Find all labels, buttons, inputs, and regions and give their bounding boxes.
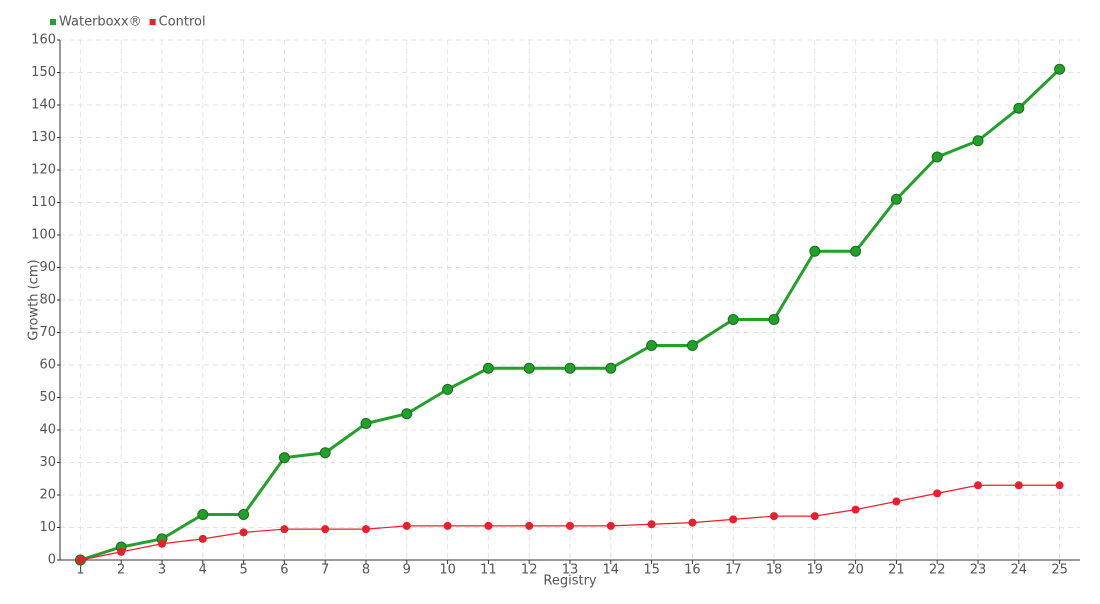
- data-point: [688, 518, 697, 527]
- x-tick-label: 12: [521, 563, 538, 578]
- y-tick-label: 70: [39, 325, 56, 340]
- data-point: [605, 362, 617, 374]
- data-point: [442, 383, 454, 395]
- y-tick-label: 80: [39, 293, 56, 308]
- y-tick-label: 40: [39, 423, 56, 438]
- data-point: [727, 314, 739, 325]
- y-tick-label: 20: [39, 488, 56, 503]
- data-point: [1014, 481, 1023, 490]
- x-tick-label: 16: [684, 563, 701, 578]
- x-tick-label: 24: [1011, 563, 1028, 578]
- data-point: [931, 151, 943, 163]
- data-point: [280, 525, 289, 534]
- data-point: [810, 512, 819, 521]
- x-tick-label: 7: [321, 563, 329, 578]
- data-point: [933, 489, 942, 498]
- y-tick-label: 50: [39, 390, 56, 405]
- y-tick-label: 90: [39, 260, 56, 275]
- y-tick-label: 10: [39, 520, 56, 535]
- y-tick-label: 110: [31, 195, 56, 210]
- data-point: [809, 245, 821, 257]
- data-point: [768, 314, 780, 325]
- x-tick-label: 22: [929, 563, 946, 578]
- data-point: [892, 497, 901, 506]
- y-tick-label: 140: [31, 98, 56, 113]
- x-tick-label: 15: [643, 563, 660, 578]
- y-tick-label: 150: [31, 65, 56, 80]
- y-tick-label: 160: [31, 33, 56, 48]
- legend-label: Control: [159, 15, 206, 30]
- data-point: [770, 512, 778, 521]
- data-point: [972, 135, 984, 147]
- x-tick-label: 21: [888, 563, 905, 578]
- data-point: [729, 515, 738, 524]
- x-tick-label: 2: [117, 563, 125, 578]
- x-tick-label: 17: [725, 563, 742, 578]
- data-point: [239, 528, 248, 537]
- legend-label: Waterboxx®: [59, 15, 142, 30]
- x-tick-label: 5: [239, 563, 247, 578]
- y-tick-label: 30: [39, 455, 56, 470]
- data-point: [566, 521, 574, 530]
- data-point: [198, 534, 207, 543]
- data-point: [1054, 63, 1066, 75]
- data-point: [319, 447, 331, 459]
- data-point: [523, 362, 535, 374]
- data-point: [974, 481, 982, 490]
- data-point: [484, 521, 493, 530]
- data-point: [362, 525, 370, 534]
- data-point: [564, 362, 576, 374]
- x-tick-label: 25: [1051, 563, 1068, 578]
- data-point: [890, 193, 902, 205]
- x-axis-label: Registry: [543, 574, 597, 589]
- x-tick-label: 14: [603, 563, 620, 578]
- data-point: [443, 521, 452, 530]
- data-point: [402, 521, 411, 530]
- data-point: [686, 340, 698, 351]
- x-tick-label: 23: [970, 563, 987, 578]
- y-tick-label: 120: [31, 163, 56, 178]
- x-tick-label: 4: [199, 563, 207, 578]
- data-point: [76, 556, 85, 564]
- x-tick-label: 3: [158, 563, 166, 578]
- data-point: [1013, 102, 1025, 114]
- data-point: [401, 408, 413, 420]
- data-point: [482, 362, 494, 374]
- x-tick-label: 8: [362, 563, 370, 578]
- x-tick-label: 20: [847, 563, 864, 578]
- data-point: [360, 418, 372, 429]
- data-point: [646, 340, 658, 351]
- y-tick-label: 0: [48, 553, 56, 568]
- data-point: [647, 520, 656, 529]
- x-tick-label: 18: [766, 563, 783, 578]
- x-tick-label: 9: [403, 563, 411, 578]
- x-tick-label: 19: [807, 563, 824, 578]
- legend-swatch: [149, 19, 156, 25]
- data-point: [158, 539, 166, 548]
- y-tick-label: 130: [31, 130, 56, 145]
- data-point: [1055, 481, 1064, 490]
- data-point: [238, 509, 250, 520]
- legend-swatch: [50, 19, 56, 25]
- y-tick-label: 100: [31, 228, 56, 243]
- x-tick-label: 6: [280, 563, 288, 578]
- data-point: [321, 525, 330, 534]
- x-tick-label: 1: [76, 563, 84, 578]
- data-point: [197, 509, 209, 520]
- x-tick-label: 10: [439, 563, 456, 578]
- y-axis-label: Growth (cm): [27, 259, 42, 340]
- data-point: [278, 452, 290, 464]
- x-tick-label: 11: [480, 563, 497, 578]
- y-tick-label: 60: [39, 358, 56, 373]
- data-point: [850, 245, 862, 257]
- data-point: [525, 521, 534, 530]
- data-point: [851, 505, 860, 514]
- data-point: [117, 547, 126, 556]
- data-point: [606, 521, 615, 530]
- x-tick-label: 13: [562, 563, 579, 578]
